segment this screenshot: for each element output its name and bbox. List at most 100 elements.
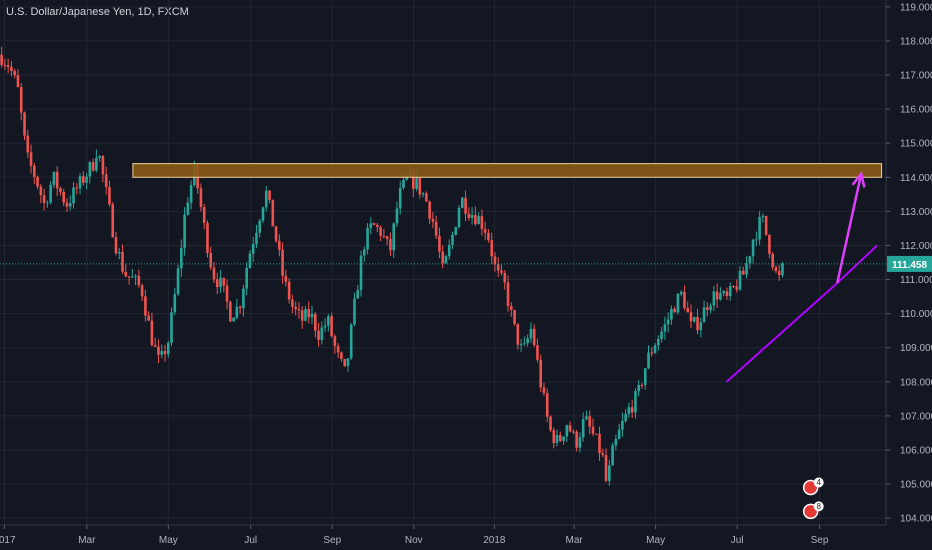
candle-body — [738, 270, 742, 290]
candle-body — [630, 407, 634, 413]
candle-body — [42, 195, 46, 203]
candle-body — [291, 299, 294, 307]
candle-body — [490, 240, 494, 257]
candle-body — [173, 294, 177, 313]
candle-body — [261, 207, 265, 221]
candle-body — [398, 187, 402, 209]
candle-body — [235, 306, 239, 318]
candle-body — [741, 270, 745, 275]
candle-body — [304, 309, 307, 321]
event-count-bubble — [813, 477, 824, 488]
candle-body — [98, 156, 101, 158]
candle-body — [251, 243, 255, 254]
candle-body — [575, 431, 578, 448]
candle-body — [712, 291, 716, 306]
x-tick-label: Jul — [731, 535, 744, 546]
candle-body — [588, 416, 592, 427]
candle-body — [392, 223, 395, 251]
candle-body — [434, 221, 438, 236]
y-tick-label: 106.000 — [900, 446, 932, 457]
y-tick-label: 107.000 — [900, 411, 932, 422]
candle-body — [702, 307, 706, 323]
candle-body — [297, 309, 301, 311]
candle-body — [728, 286, 732, 297]
candle-body — [640, 384, 644, 386]
candle-body — [581, 419, 585, 438]
candle-body — [153, 345, 157, 347]
candle-body — [496, 264, 500, 271]
candle-body — [676, 293, 680, 313]
candle-body — [327, 316, 330, 326]
x-tick-label: Mar — [78, 535, 96, 546]
candle-body — [222, 277, 226, 286]
candle-body — [621, 420, 624, 430]
candle-body — [457, 208, 461, 228]
x-tick-label: Nov — [405, 535, 423, 546]
candle-body — [242, 288, 245, 309]
candle-body — [611, 445, 614, 466]
candle-body — [421, 193, 425, 195]
candle-body — [578, 437, 582, 448]
candle-body — [189, 185, 193, 203]
candle-body — [343, 359, 346, 366]
candle-body — [529, 328, 533, 339]
candle-body — [634, 391, 637, 413]
candle-body — [555, 435, 559, 443]
candle-body — [673, 308, 676, 313]
candle-body — [389, 239, 392, 251]
candle-body — [255, 232, 258, 244]
candle-body — [225, 285, 229, 302]
x-tick-label: Sep — [323, 535, 341, 546]
candle-body — [594, 433, 598, 435]
candle-body — [771, 253, 774, 268]
y-tick-label: 115.000 — [900, 139, 932, 150]
x-tick-label: Mar — [566, 535, 584, 546]
candle-body — [16, 75, 20, 88]
candle-body — [215, 279, 219, 288]
candle-body — [549, 416, 552, 431]
candle-body — [425, 193, 428, 202]
y-tick-label: 112.000 — [900, 241, 932, 252]
candle-body — [614, 438, 618, 446]
candle-body — [310, 313, 314, 318]
candle-body — [755, 239, 758, 241]
candle-body — [78, 176, 82, 189]
candle-body — [26, 135, 30, 153]
candle-body — [428, 201, 431, 219]
event-count: 4 — [816, 478, 821, 487]
candle-body — [186, 202, 190, 215]
target-arrow[interactable] — [836, 173, 863, 284]
candle-body — [320, 327, 324, 340]
candle-body — [212, 267, 216, 280]
candle-body — [157, 346, 160, 355]
candle-body — [552, 430, 556, 443]
candle-body — [431, 218, 435, 222]
y-tick-label: 108.000 — [900, 377, 932, 388]
candle-body — [313, 313, 317, 331]
candle-body — [137, 275, 141, 286]
candle-body — [340, 352, 343, 360]
y-tick-label: 118.000 — [900, 36, 932, 47]
x-tick-label: 2018 — [483, 535, 506, 546]
y-tick-label: 113.000 — [900, 207, 932, 218]
x-tick-label: May — [646, 535, 665, 546]
candle-body — [166, 342, 170, 355]
candle-body — [559, 435, 562, 441]
candle-body — [709, 305, 712, 310]
candle-body — [150, 320, 154, 346]
candle-body — [777, 271, 781, 276]
candle-body — [467, 213, 471, 218]
candle-body — [140, 285, 144, 297]
projection-line[interactable] — [836, 244, 878, 284]
support-trendline[interactable] — [725, 282, 838, 383]
candle-body — [395, 208, 399, 224]
chart-title: U.S. Dollar/Japanese Yen, 1D, FXCM — [6, 6, 189, 18]
candle-body — [101, 156, 105, 175]
candle-body — [604, 455, 608, 481]
resistance-zone[interactable] — [132, 163, 883, 178]
candle-body — [333, 336, 337, 347]
candle-body — [438, 235, 441, 252]
candle-body — [369, 223, 373, 228]
candle-body — [0, 54, 3, 65]
